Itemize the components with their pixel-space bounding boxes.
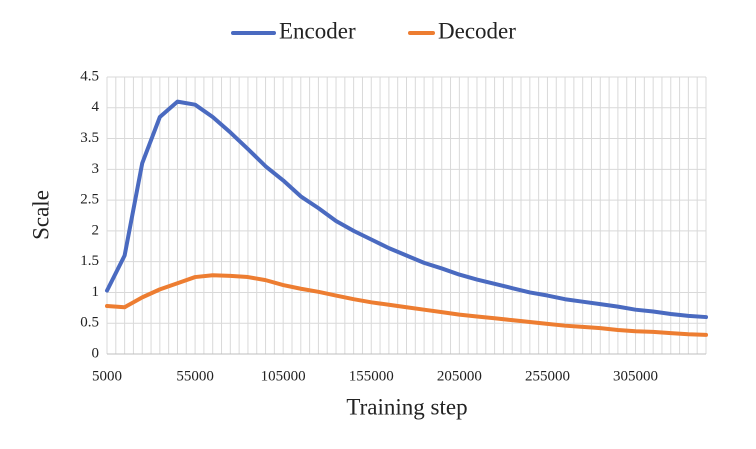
- y-tick-label: 3.5: [80, 130, 99, 146]
- legend-label: Decoder: [438, 18, 516, 43]
- series-line: [105, 273, 708, 337]
- y-tick-label: 4: [92, 99, 100, 115]
- x-tick-label: 305000: [613, 368, 658, 384]
- legend-label: Encoder: [279, 18, 356, 43]
- x-tick-label: 55000: [176, 368, 214, 384]
- series-line: [105, 99, 708, 320]
- y-tick-label: 0: [92, 345, 100, 361]
- y-tick-label: 0.5: [80, 315, 99, 331]
- x-tick-label: 155000: [349, 368, 394, 384]
- y-axis-title: Scale: [28, 190, 53, 240]
- plot-lines: [105, 99, 708, 337]
- y-tick-label: 3: [92, 161, 100, 177]
- x-axis-title: Training step: [346, 394, 467, 419]
- x-tick-label: 205000: [437, 368, 482, 384]
- y-tick-label: 1.5: [80, 253, 99, 269]
- x-tick-label: 5000: [92, 368, 122, 384]
- x-tick-label: 255000: [525, 368, 570, 384]
- y-tick-label: 1: [92, 284, 100, 300]
- y-tick-label: 4.5: [80, 68, 99, 84]
- x-tick-label: 105000: [261, 368, 306, 384]
- y-tick-label: 2: [92, 222, 100, 238]
- y-tick-label: 2.5: [80, 192, 99, 208]
